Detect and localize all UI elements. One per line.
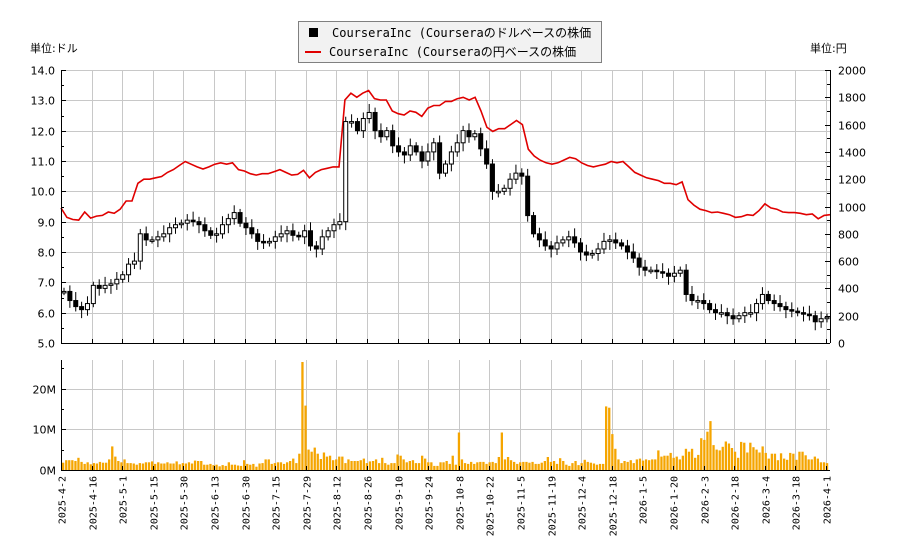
x-tick-label: 2025-5-1 bbox=[119, 476, 130, 524]
x-tick-label: 2025-9-24 bbox=[425, 476, 436, 530]
right-y-tick-label: 2000 bbox=[838, 65, 866, 78]
x-tick-label: 2025-10-8 bbox=[456, 476, 467, 530]
x-tick-label: 2025-10-22 bbox=[486, 476, 497, 536]
left-y-tick-label: 11.0 bbox=[31, 156, 56, 169]
x-tick-label: 2025-6-13 bbox=[211, 476, 222, 530]
x-tick-label: 2026-3-18 bbox=[792, 476, 803, 530]
left-y-tick-label: 13.0 bbox=[31, 95, 56, 108]
left-y-tick-label: 5.0 bbox=[38, 338, 56, 351]
right-y-tick-label: 0 bbox=[838, 338, 845, 351]
x-tick-label: 2025-11-19 bbox=[548, 476, 559, 536]
x-tick-label: 2025-4-16 bbox=[89, 476, 100, 530]
volume-y-tick-label: 20M bbox=[33, 384, 57, 397]
volume-bars bbox=[62, 362, 829, 470]
left-y-tick-label: 7.0 bbox=[38, 277, 56, 290]
axis-labels: 2025-4-2 2025-4-16 2025-5-1 2025-5-15 2025-5… bbox=[31, 65, 867, 537]
legend-item-yen: CourseraInc (Courseraの円ベースの株価 bbox=[305, 43, 576, 61]
left-y-tick-label: 14.0 bbox=[31, 65, 56, 78]
red-line-icon bbox=[305, 50, 321, 53]
x-tick-label: 2026-1-5 bbox=[639, 476, 650, 524]
right-y-tick-label: 800 bbox=[838, 229, 859, 242]
right-y-tick-label: 1400 bbox=[838, 147, 866, 160]
x-tick-label: 2025-12-4 bbox=[578, 476, 589, 530]
left-y-tick-label: 6.0 bbox=[38, 308, 56, 321]
x-tick-label: 2026-2-18 bbox=[731, 476, 742, 530]
legend-label-dollar: CourseraInc (Courseraのドルベースの株価 bbox=[332, 26, 592, 40]
x-tick-label: 2025-6-30 bbox=[242, 476, 253, 530]
left-axis-unit: 単位:ドル bbox=[30, 42, 78, 55]
axes bbox=[61, 70, 831, 471]
x-tick-label: 2025-11-5 bbox=[517, 476, 528, 530]
x-tick-label: 2025-7-15 bbox=[272, 476, 283, 530]
right-axis-unit: 単位:円 bbox=[810, 42, 847, 55]
left-y-tick-label: 12.0 bbox=[31, 126, 56, 139]
right-y-tick-label: 200 bbox=[838, 311, 859, 324]
x-tick-label: 2025-12-18 bbox=[609, 476, 620, 536]
x-tick-label: 2025-5-30 bbox=[180, 476, 191, 530]
right-y-tick-label: 1600 bbox=[838, 120, 866, 133]
x-tick-label: 2025-4-2 bbox=[58, 476, 69, 524]
right-y-tick-label: 600 bbox=[838, 256, 859, 269]
right-y-tick-label: 1000 bbox=[838, 202, 866, 215]
x-tick-label: 2026-1-20 bbox=[670, 476, 681, 530]
left-y-tick-label: 8.0 bbox=[38, 247, 56, 260]
left-y-tick-label: 9.0 bbox=[38, 217, 56, 230]
x-tick-label: 2025-8-26 bbox=[364, 476, 375, 530]
black-square-icon bbox=[309, 28, 318, 37]
right-y-tick-label: 1800 bbox=[838, 92, 866, 105]
legend-item-dollar: CourseraInc (Courseraのドルベースの株価 bbox=[305, 24, 591, 42]
x-tick-label: 2026-4-1 bbox=[823, 476, 834, 524]
right-y-tick-label: 400 bbox=[838, 283, 859, 296]
volume-y-tick-label: 0M bbox=[40, 465, 57, 478]
yen-price-line bbox=[60, 89, 831, 221]
price-grid bbox=[61, 70, 830, 344]
x-tick-label: 2025-8-12 bbox=[333, 476, 344, 530]
left-y-tick-label: 10.0 bbox=[31, 186, 56, 199]
volume-y-tick-label: 10M bbox=[33, 424, 57, 437]
x-tick-label: 2026-3-4 bbox=[762, 476, 773, 524]
x-tick-label: 2025-7-29 bbox=[303, 476, 314, 530]
x-tick-label: 2025-5-15 bbox=[150, 476, 161, 530]
legend-label-yen: CourseraInc (Courseraの円ベースの株価 bbox=[329, 45, 577, 59]
legend: CourseraInc (Courseraのドルベースの株価 CourseraI… bbox=[298, 21, 602, 63]
x-tick-label: 2025-9-10 bbox=[395, 476, 406, 530]
right-y-tick-label: 1200 bbox=[838, 174, 866, 187]
dollar-candlesticks bbox=[61, 103, 830, 331]
x-tick-label: 2026-2-3 bbox=[701, 476, 712, 524]
